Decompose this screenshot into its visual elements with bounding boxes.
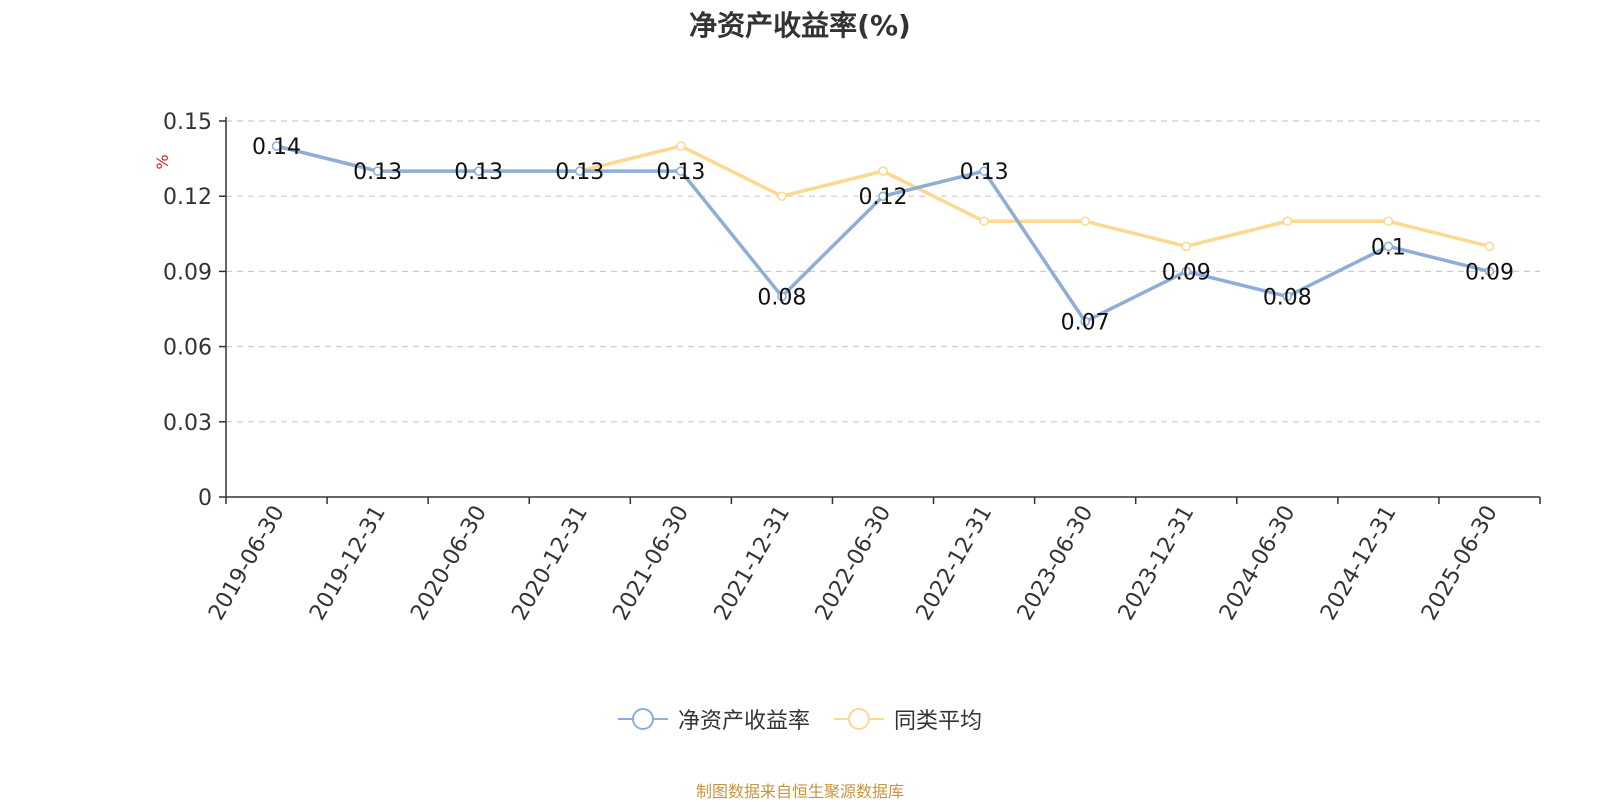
data-point-series-0: [271, 141, 282, 151]
data-label: 0.14: [252, 135, 301, 160]
data-label: 0.13: [555, 160, 604, 185]
data-label: 0.12: [859, 185, 908, 210]
x-tick-label: 2023-06-30: [1013, 502, 1099, 625]
x-tick-label: 2021-12-31: [710, 502, 796, 625]
x-tick-label: 2022-06-30: [811, 502, 897, 625]
x-tick-label: 2021-06-30: [608, 502, 694, 625]
data-label: 0.08: [1263, 285, 1312, 310]
data-point-series-0: [575, 166, 585, 176]
data-point-series-1: [1181, 241, 1191, 252]
legend-label: 净资产收益率: [677, 709, 810, 734]
legend-line-circle-icon: [834, 708, 884, 730]
data-point-series-1: [1484, 241, 1495, 252]
x-tick-label: 2023-12-31: [1114, 502, 1200, 625]
data-point-series-0: [1282, 291, 1293, 302]
data-label: 0.13: [454, 160, 503, 185]
data-point-series-0: [777, 291, 787, 302]
x-tick-label: 2025-06-30: [1417, 502, 1503, 625]
grid-lines: [226, 120, 1540, 423]
data-point-series-1: [1383, 216, 1394, 227]
y-tick-label: 0.12: [163, 185, 212, 210]
data-point-series-1: [777, 191, 787, 201]
x-tick-label: 2020-06-30: [406, 502, 492, 625]
data-label: 0.13: [353, 160, 402, 185]
x-tick-label: 2024-06-30: [1215, 502, 1301, 625]
legend: 净资产收益率 同类平均: [0, 703, 1600, 735]
data-point-series-0: [676, 166, 686, 176]
data-label: 0.07: [1061, 311, 1110, 336]
y-tick-label: 0.03: [163, 411, 212, 436]
data-point-series-1: [676, 141, 686, 151]
data-point-series-0: [1383, 241, 1394, 252]
legend-label: 同类平均: [894, 709, 983, 734]
data-labels: 0.14 0.13 0.13 0.13 0.13 0.08 0.12 0.13 0.07 0.09…: [252, 135, 1514, 335]
y-tick-label: 0.15: [163, 110, 212, 135]
y-axis-unit: %: [153, 154, 172, 169]
data-label: 0.13: [960, 160, 1009, 185]
data-label: 0.08: [757, 285, 806, 310]
data-point-series-1: [1080, 216, 1090, 227]
data-label: 0.09: [1465, 260, 1514, 285]
data-point-series-0: [1080, 316, 1090, 327]
source-note: 制图数据来自恒生聚源数据库: [695, 782, 904, 801]
chart-title: 净资产收益率(%): [689, 9, 911, 42]
legend-item-peer-average[interactable]: 同类平均: [834, 703, 982, 735]
y-tick-label: 0.06: [163, 336, 212, 361]
x-tick-label: 2019-12-31: [305, 501, 391, 624]
data-point-series-0: [878, 191, 888, 201]
x-tick-label: 2019-06-30: [204, 502, 290, 625]
x-tick-label: 2022-12-31: [912, 502, 998, 625]
legend-line-circle-icon: [617, 708, 668, 730]
x-tick-label: 2024-12-31: [1316, 502, 1402, 625]
axes: 0 0.03 0.06 0.09 0.12 0.15 2019-06-30 2019-12-3…: [163, 110, 1541, 625]
x-tick-label: 2020-12-31: [507, 502, 593, 625]
legend-item-roe[interactable]: 净资产收益率: [617, 703, 810, 735]
data-point-series-0: [1181, 266, 1191, 277]
data-point-series-1: [878, 166, 888, 176]
data-point-series-0: [473, 166, 484, 176]
y-tick-label: 0: [198, 486, 212, 511]
data-point-series-0: [1484, 266, 1495, 277]
data-point-series-0: [979, 166, 989, 176]
y-tick-label: 0.09: [163, 260, 212, 285]
data-point-series-0: [372, 166, 383, 176]
series-lines: [271, 141, 1495, 327]
data-point-series-1: [1282, 216, 1293, 227]
data-label: 0.1: [1371, 235, 1406, 260]
data-label: 0.13: [656, 160, 705, 185]
data-label: 0.09: [1162, 260, 1211, 285]
data-point-series-1: [979, 216, 989, 227]
